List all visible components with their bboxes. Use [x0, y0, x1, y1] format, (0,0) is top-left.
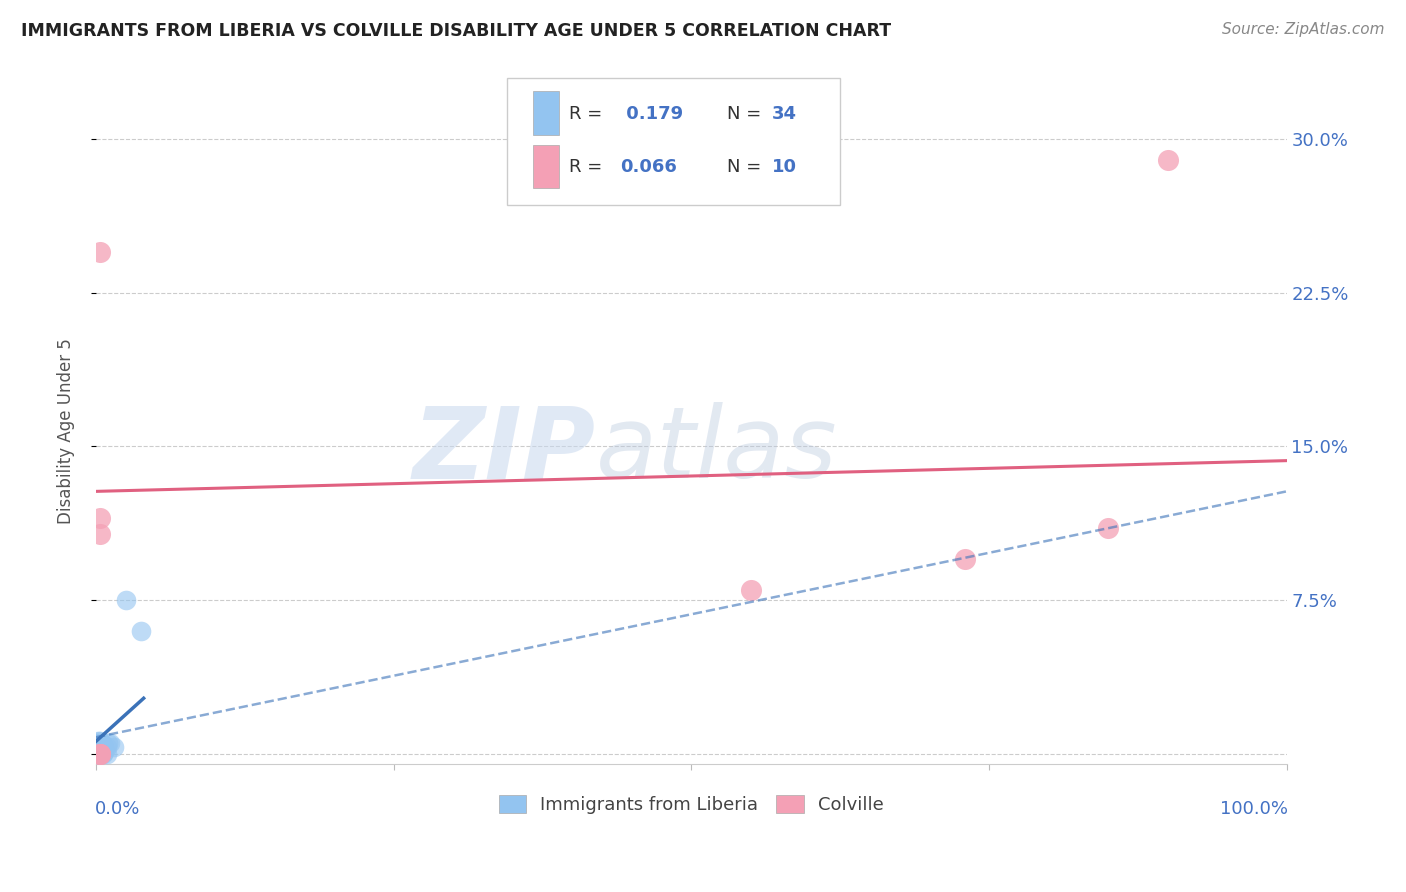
Point	[90, 736, 112, 750]
Point	[1097, 521, 1119, 535]
Point	[89, 527, 111, 541]
Point	[114, 593, 136, 607]
Point	[93, 745, 115, 759]
Point	[89, 747, 111, 761]
Point	[89, 739, 111, 753]
Point	[98, 736, 121, 750]
Point	[89, 244, 111, 259]
Text: N =: N =	[727, 158, 768, 176]
Point	[90, 742, 112, 756]
Point	[86, 747, 108, 761]
FancyBboxPatch shape	[506, 78, 841, 204]
Point	[89, 511, 111, 525]
Point	[87, 745, 110, 759]
Point	[90, 747, 112, 761]
Point	[740, 582, 762, 597]
Text: IMMIGRANTS FROM LIBERIA VS COLVILLE DISABILITY AGE UNDER 5 CORRELATION CHART: IMMIGRANTS FROM LIBERIA VS COLVILLE DISA…	[21, 22, 891, 40]
Point	[96, 740, 118, 755]
Text: 0.066: 0.066	[620, 158, 676, 176]
Text: R =: R =	[568, 158, 607, 176]
Point	[89, 747, 111, 761]
Text: 34: 34	[772, 104, 797, 123]
Point	[97, 736, 120, 750]
Text: 0.179: 0.179	[620, 104, 683, 123]
Point	[91, 736, 114, 750]
Text: 0.0%: 0.0%	[94, 800, 141, 819]
Text: Source: ZipAtlas.com: Source: ZipAtlas.com	[1222, 22, 1385, 37]
FancyBboxPatch shape	[533, 145, 560, 188]
Point	[93, 740, 115, 755]
Point	[89, 745, 111, 759]
FancyBboxPatch shape	[533, 91, 560, 135]
Text: R =: R =	[568, 104, 607, 123]
Point	[91, 739, 114, 753]
Point	[96, 747, 118, 761]
Point	[953, 552, 976, 566]
Point	[87, 734, 110, 748]
Point	[87, 736, 110, 750]
Point	[91, 740, 114, 755]
Text: N =: N =	[727, 104, 768, 123]
Text: 100.0%: 100.0%	[1220, 800, 1288, 819]
Point	[86, 740, 108, 755]
Y-axis label: Disability Age Under 5: Disability Age Under 5	[58, 338, 75, 524]
Point	[90, 739, 112, 753]
Point	[87, 740, 110, 755]
Point	[89, 740, 111, 755]
Point	[1156, 153, 1178, 167]
Point	[91, 742, 114, 756]
Point	[89, 747, 111, 761]
Point	[86, 739, 108, 753]
Text: 10: 10	[772, 158, 797, 176]
Point	[89, 734, 111, 748]
Point	[103, 740, 125, 755]
Point	[87, 747, 110, 761]
Point	[129, 624, 152, 638]
Text: atlas: atlas	[596, 402, 838, 500]
Point	[86, 736, 108, 750]
Text: ZIP: ZIP	[413, 402, 596, 500]
Legend: Immigrants from Liberia, Colville: Immigrants from Liberia, Colville	[492, 789, 891, 822]
Point	[89, 747, 111, 761]
Point	[91, 745, 114, 759]
Point	[91, 747, 114, 761]
Point	[86, 742, 108, 756]
